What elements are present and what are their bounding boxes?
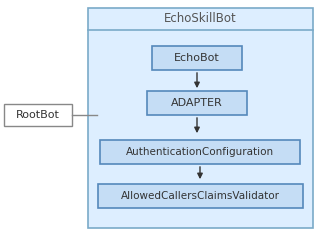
Bar <box>147 91 247 115</box>
Bar <box>88 8 313 228</box>
Text: AuthenticationConfiguration: AuthenticationConfiguration <box>126 147 274 157</box>
Text: EchoSkillBot: EchoSkillBot <box>164 12 237 26</box>
Bar <box>98 184 302 208</box>
Bar <box>100 140 300 164</box>
Text: RootBot: RootBot <box>16 110 60 120</box>
Text: ADAPTER: ADAPTER <box>171 98 223 108</box>
Bar <box>4 104 72 126</box>
Text: EchoBot: EchoBot <box>174 53 220 63</box>
Text: AllowedCallersClaimsValidator: AllowedCallersClaimsValidator <box>120 191 280 201</box>
Bar <box>152 46 242 70</box>
